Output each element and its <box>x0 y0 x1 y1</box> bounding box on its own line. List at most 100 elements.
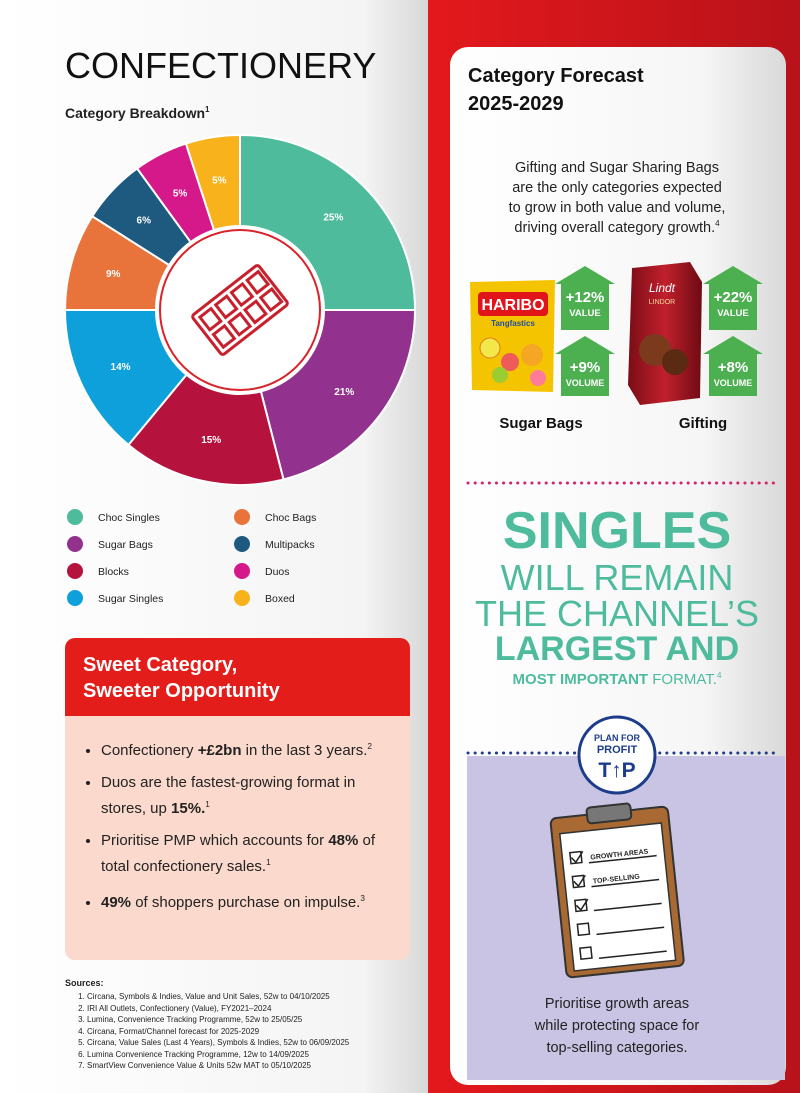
source-item: Lumina Convenience Tracking Programme, 1… <box>87 1049 415 1061</box>
badge-line: T↑P <box>598 759 635 782</box>
bullet-text: 48% <box>328 832 359 849</box>
title-line: Sweeter Opportunity <box>83 680 280 702</box>
value-label: 6% <box>137 216 152 227</box>
bullet-list: Confectionery +£2bn in the last 3 years.… <box>85 736 382 914</box>
legend-swatch <box>234 563 250 579</box>
statement-line: MOST IMPORTANT FORMAT.4 <box>513 671 722 688</box>
bullet-text: 49% <box>101 894 132 911</box>
value-arrow <box>555 266 615 330</box>
tip-text: Prioritise growth areas while protecting… <box>534 996 700 1056</box>
pack-brand: Lindt <box>649 281 676 295</box>
value-label: VALUE <box>569 308 601 319</box>
sources: Sources: Circana, Symbols & Indies, Valu… <box>65 978 415 1072</box>
footnote-ref: 2 <box>367 742 372 751</box>
tip-badge <box>577 715 657 795</box>
tip-line: while protecting space for <box>534 1018 700 1034</box>
tip-line: Prioritise growth areas <box>545 996 689 1012</box>
legend-label: Sugar Bags <box>98 539 153 551</box>
statement-line: SINGLES <box>503 502 731 560</box>
value-label: 21% <box>334 387 354 398</box>
value-label: 15% <box>201 435 221 446</box>
pack-variant: Tangfastics <box>491 319 535 328</box>
opportunity-box: Sweet Category, Sweeter Opportunity Conf… <box>65 638 410 960</box>
source-item: Circana, Value Sales (Last 4 Years), Sym… <box>87 1037 415 1049</box>
legend-label: Blocks <box>98 566 129 578</box>
value-change: +22% <box>714 289 753 306</box>
volume-arrow <box>555 336 615 396</box>
forecast-line: Gifting and Sugar Sharing Bags <box>515 160 719 176</box>
volume-label: VOLUME <box>714 378 753 388</box>
value-label: 5% <box>173 188 188 199</box>
legend-swatch <box>67 563 83 579</box>
donut-ring <box>159 229 321 391</box>
value-arrow <box>703 266 763 330</box>
forecast-title: Category Forecast <box>468 65 644 87</box>
legend-swatch <box>234 590 250 606</box>
bullet-text: 15%. <box>171 800 206 817</box>
volume-arrow <box>703 336 763 396</box>
legend-label: Choc Singles <box>98 512 160 524</box>
legend-swatch <box>67 509 83 525</box>
legend-swatch <box>234 509 250 525</box>
source-item: Circana, Symbols & Indies, Value and Uni… <box>87 991 415 1003</box>
value-label: 25% <box>323 213 343 224</box>
sources-heading: Sources: <box>65 978 104 988</box>
pack-brand: HARIBO <box>481 297 544 314</box>
value-label: 5% <box>212 176 227 187</box>
chart-title: CONFECTIONERY <box>65 45 376 86</box>
statement-line: THE CHANNEL’S <box>475 593 759 634</box>
source-item: SmartView Convenience Value & Units 52w … <box>87 1060 415 1072</box>
value-label: 9% <box>106 269 121 280</box>
statement-line: WILL REMAIN <box>501 557 734 598</box>
tip-line: top-selling categories. <box>546 1040 687 1056</box>
bullet-text: +£2bn <box>197 742 242 759</box>
opportunity-title: Sweet Category, Sweeter Opportunity <box>65 638 410 716</box>
product-name: Sugar Bags <box>499 415 582 432</box>
slice <box>259 309 417 481</box>
legend-swatch <box>67 536 83 552</box>
forecast-line: to grow in both value and volume, <box>509 200 726 216</box>
clipboard: GROWTH AREAS TOP-SELLING <box>549 802 685 979</box>
badge-line: PLAN FOR <box>594 733 640 743</box>
growth-arrows: +12% VALUE +9% VOLUME +22% VALUE +8% VOLUME <box>555 266 763 396</box>
volume-label: VOLUME <box>566 378 605 388</box>
bullet-text: in the last 3 years. <box>241 742 368 759</box>
volume-change: +9% <box>570 359 600 376</box>
value-change: +12% <box>566 289 605 306</box>
legend-swatch <box>234 536 250 552</box>
bullet-text: of total confectionery sales. <box>101 832 376 875</box>
chart-subtitle: Category Breakdown1 <box>65 105 210 121</box>
forecast-line: driving overall category growth.4 <box>514 219 720 236</box>
bullet: Prioritise PMP which accounts for 48% of… <box>101 830 382 878</box>
bullet: 49% of shoppers purchase on impulse.3 <box>101 888 382 914</box>
footnote-ref: 3 <box>360 894 365 903</box>
bullet-text: of shoppers purchase on impulse. <box>131 894 361 911</box>
opportunity-body: Confectionery +£2bn in the last 3 years.… <box>65 716 410 960</box>
pack-variant: LINDOR <box>649 299 675 306</box>
bullet-text: Duos are the fastest-growing format in s… <box>101 774 356 817</box>
title-line: Sweet Category, <box>83 654 238 676</box>
checklist-item: TOP-SELLING <box>593 874 641 886</box>
lindt-pack: Lindt LINDOR <box>628 262 702 405</box>
bullet-text: Prioritise PMP which accounts for <box>101 832 329 849</box>
donut-hole <box>156 226 324 394</box>
donut: 25% 21% 15% 14% 9% 6% 5% 5% <box>63 133 417 486</box>
footnote-ref: 1 <box>266 858 271 867</box>
tip-badge-text: PLAN FOR PROFIT T↑P <box>594 733 640 782</box>
value-label: VALUE <box>717 308 749 319</box>
badge-line: PROFIT <box>597 744 638 756</box>
legend-swatch <box>67 590 83 606</box>
bullet: Duos are the fastest-growing format in s… <box>101 772 382 820</box>
haribo-pack: HARIBO Tangfastics <box>470 280 555 392</box>
statement-line: LARGEST AND <box>495 630 739 668</box>
bullet: Confectionery +£2bn in the last 3 years.… <box>101 736 382 762</box>
bullet-text: Confectionery <box>101 742 198 759</box>
source-item: Circana, Format/Channel forecast for 202… <box>87 1026 415 1038</box>
chocolate-icon <box>191 264 289 356</box>
value-label: 14% <box>111 362 131 373</box>
legend-label: Boxed <box>265 593 295 605</box>
forecast-title: 2025-2029 <box>468 93 564 115</box>
legend-label: Choc Bags <box>265 512 316 524</box>
legend-label: Sugar Singles <box>98 593 163 605</box>
